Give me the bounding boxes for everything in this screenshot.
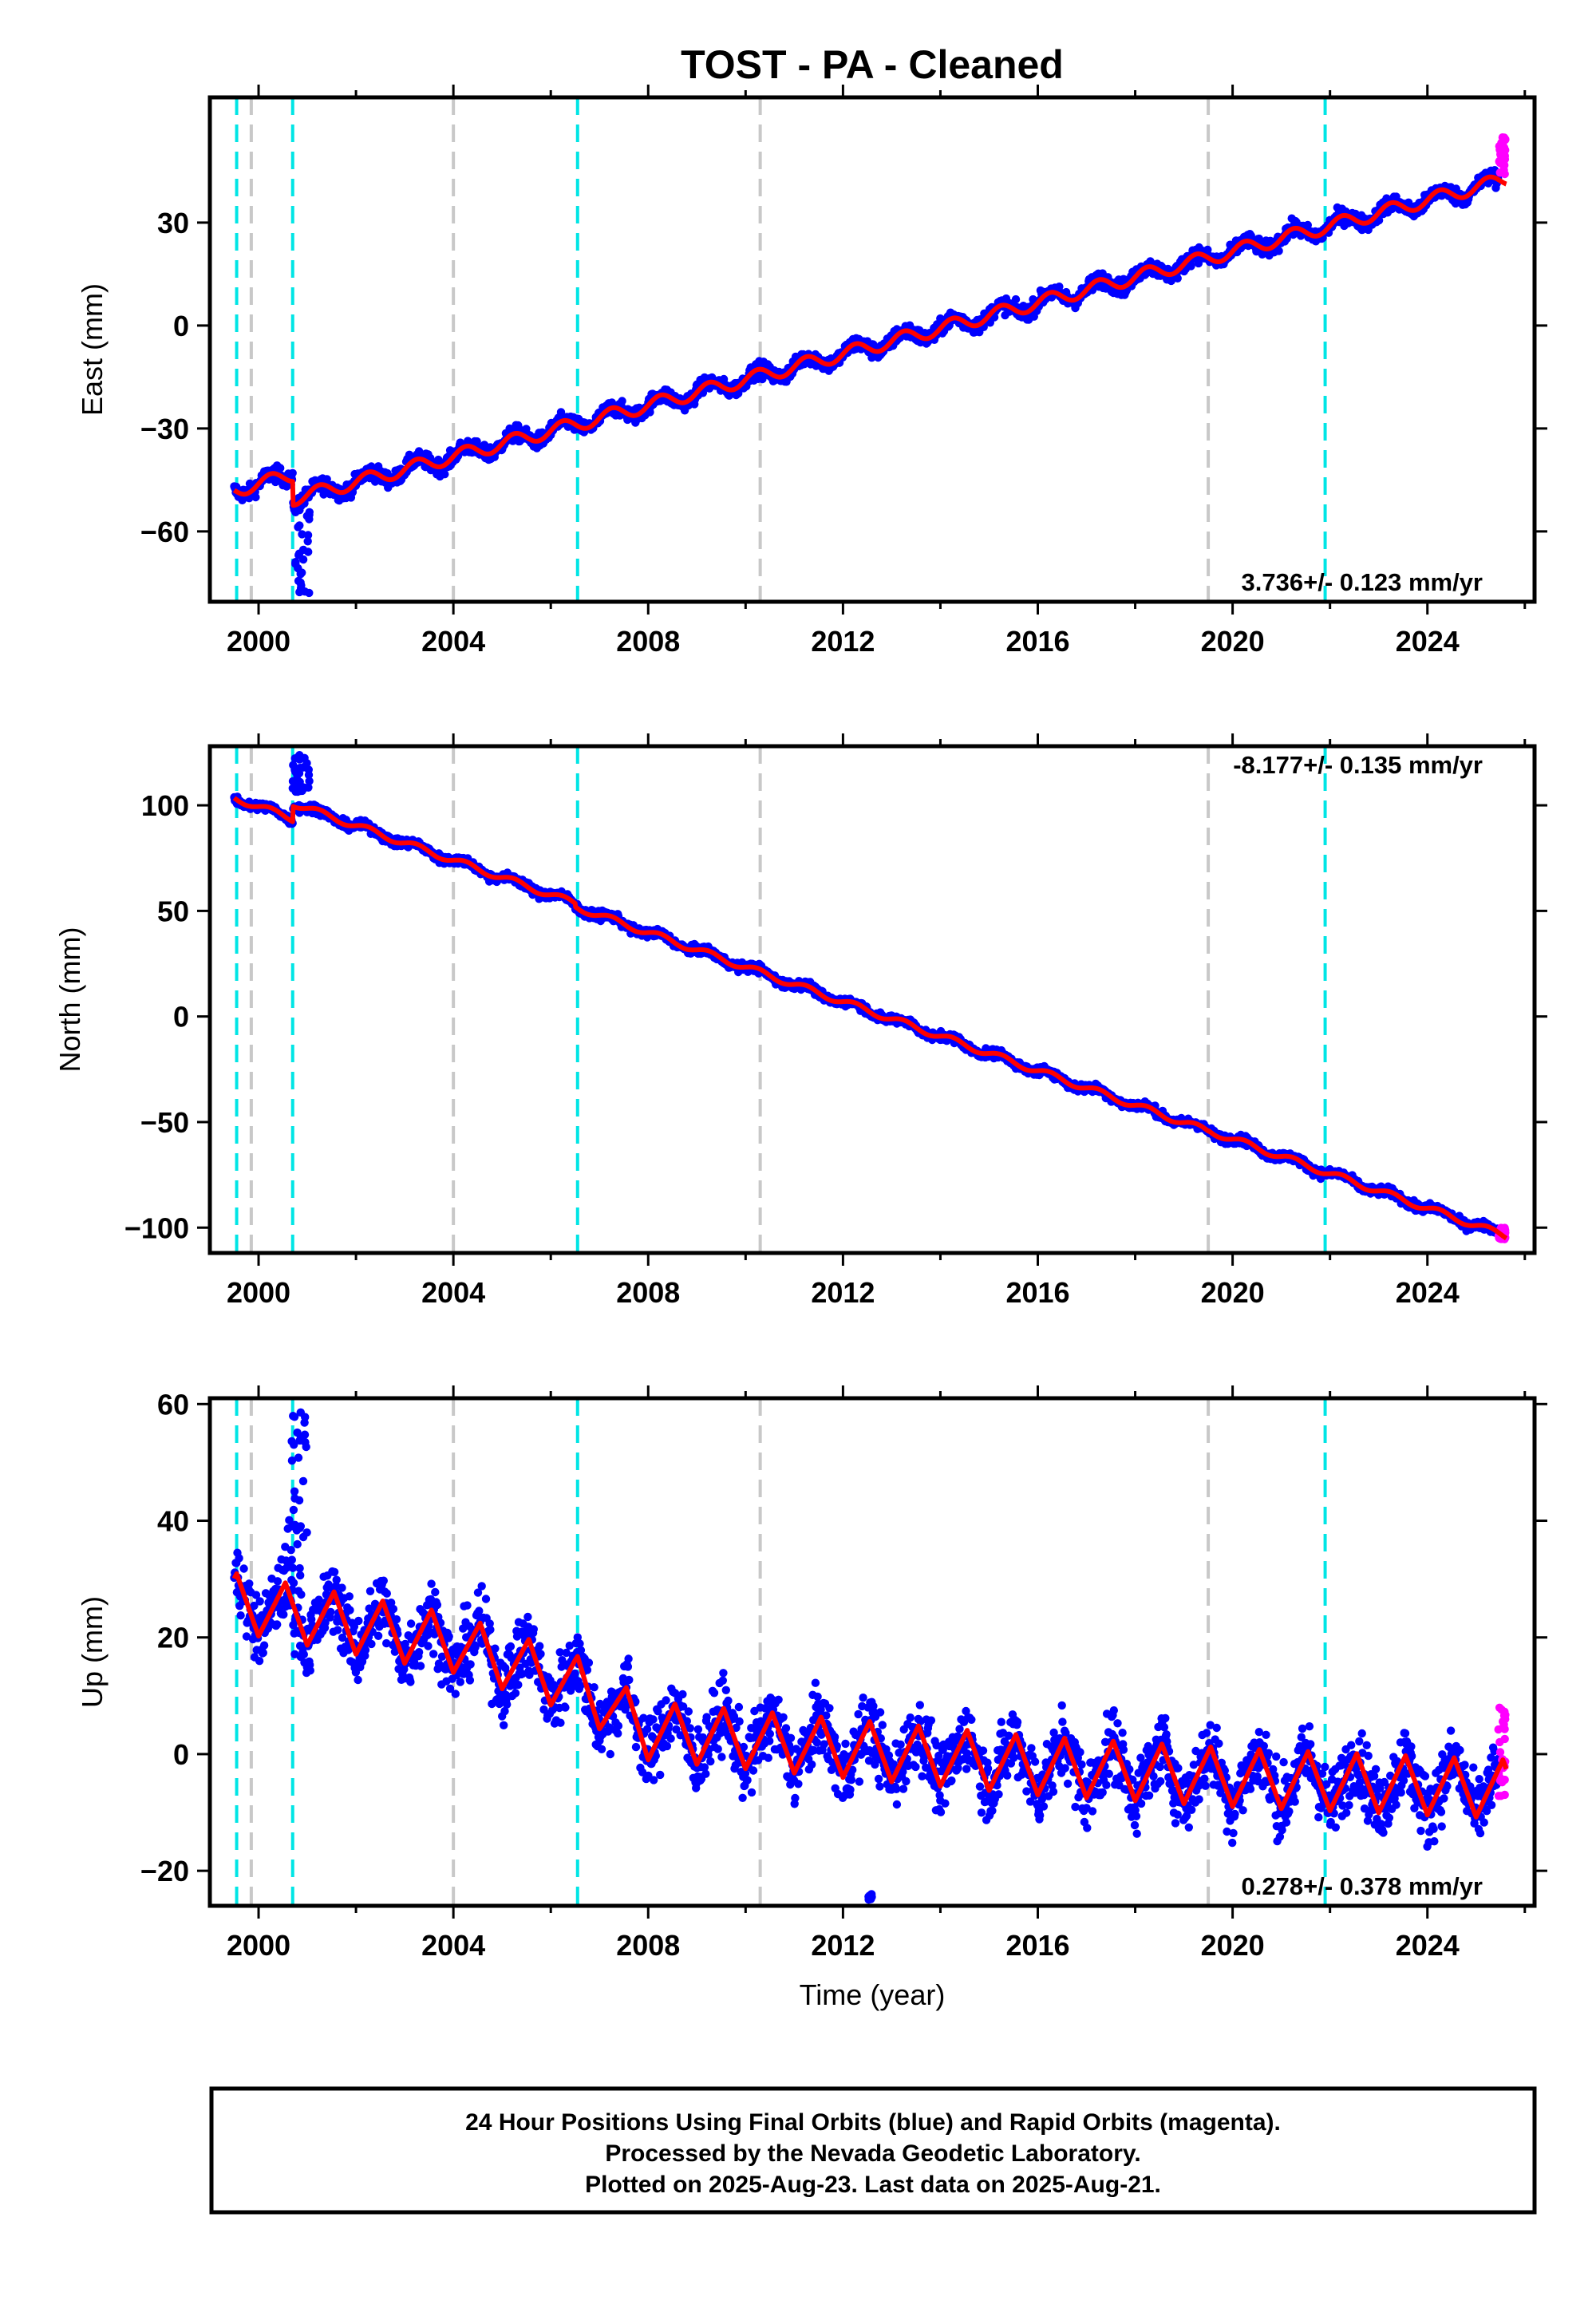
y-tick-label: 100 [141, 789, 189, 822]
east-outlier-point [305, 589, 313, 597]
x-tick-label: 2004 [421, 625, 485, 658]
x-tick-label: 2008 [616, 1276, 680, 1309]
north-outlier-point [289, 785, 297, 792]
east-outlier-point [298, 530, 306, 538]
east-ylabel: East (mm) [76, 283, 109, 416]
y-tick-label: 0 [173, 310, 189, 342]
x-tick-label: 2016 [1005, 1276, 1069, 1309]
north-outlier-point [294, 753, 302, 761]
up-data-point [236, 1611, 244, 1619]
x-tick-label: 2020 [1201, 1276, 1265, 1309]
north-outlier-point [305, 765, 313, 773]
east-outlier-point [296, 579, 304, 587]
north-rate-label: -8.177+/- 0.135 mm/yr [1233, 751, 1483, 779]
y-tick-label: −60 [140, 516, 189, 548]
x-tick-label: 2024 [1396, 625, 1460, 658]
x-tick-label: 2004 [421, 1276, 485, 1309]
east-data-point [618, 397, 626, 405]
east-data-point [1012, 295, 1020, 303]
east-outlier-point [291, 508, 299, 516]
x-tick-label: 2020 [1201, 625, 1265, 658]
east-rapid-point [1500, 144, 1508, 152]
up-data-point [235, 1554, 243, 1562]
y-tick-label: −30 [140, 413, 189, 445]
east-rapid-point [1501, 170, 1509, 178]
east-outlier-point [303, 512, 311, 520]
east-outlier-point [295, 521, 303, 529]
east-data-point [276, 464, 284, 472]
east-outlier-point [304, 547, 312, 555]
east-outlier-point [297, 570, 305, 578]
east-data-point [251, 493, 259, 501]
east-data-point [289, 469, 297, 477]
east-data-point [1274, 247, 1282, 255]
y-tick-label: 30 [157, 207, 189, 239]
x-tick-label: 2012 [811, 1276, 875, 1309]
y-tick-label: −50 [140, 1106, 189, 1139]
east-rate-label: 3.736+/- 0.123 mm/yr [1242, 568, 1483, 596]
y-tick-label: 0 [173, 1001, 189, 1034]
x-tick-label: 2008 [616, 625, 680, 658]
east-data-point [1187, 262, 1195, 270]
x-tick-label: 2000 [227, 625, 290, 658]
chart-title: TOST - PA - Cleaned [681, 42, 1064, 87]
east-rapid-point [1501, 135, 1509, 143]
y-tick-label: −100 [124, 1211, 189, 1244]
x-tick-label: 2000 [227, 1276, 290, 1309]
x-tick-label: 2024 [1396, 1276, 1460, 1309]
north-outlier-point [295, 769, 303, 777]
north-outlier-point [305, 777, 313, 785]
east-outlier-point [295, 550, 303, 558]
east-data-point [440, 470, 448, 478]
x-tick-label: 2016 [1005, 625, 1069, 658]
east-rapid-point [1495, 157, 1503, 165]
east-outlier-point [304, 537, 312, 545]
north-ylabel: North (mm) [53, 927, 86, 1073]
x-tick-label: 2012 [811, 625, 875, 658]
y-tick-label: 50 [157, 895, 189, 927]
